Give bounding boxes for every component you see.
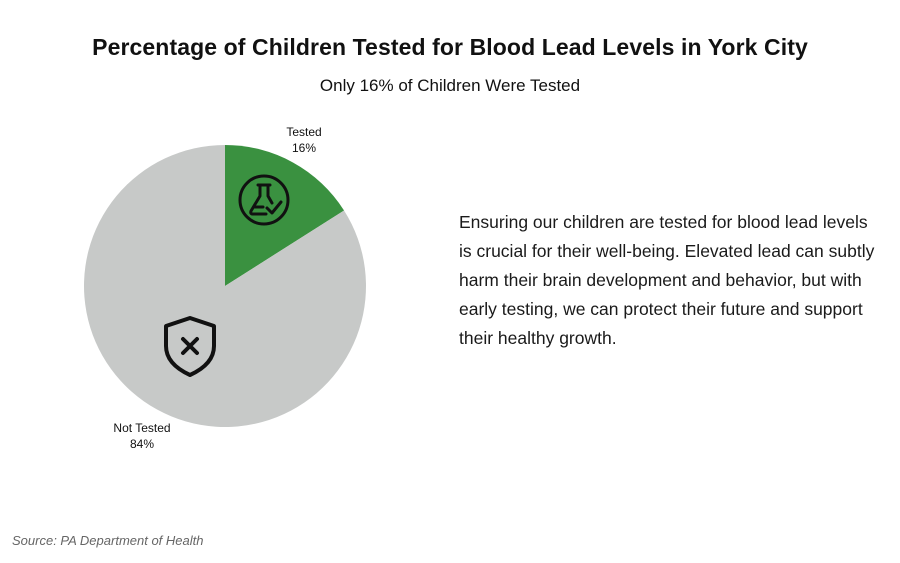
shield-x-icon [164,316,216,377]
slice-label-tested: Tested [286,125,321,139]
pie-slice-tested [225,145,345,286]
pie-slice-not-tested [83,145,366,428]
slice-value-tested: 16% [292,141,316,155]
chart-description: Ensuring our children are tested for blo… [459,212,875,348]
chart-subtitle: Only 16% of Children Were Tested [319,76,581,95]
flask-check-icon [238,174,290,226]
chart-title: Percentage of Children Tested for Blood … [92,34,808,60]
slice-label-not-tested: Not Tested [113,421,170,435]
pie-chart: Tested 16% Not Tested 84% [83,125,366,451]
slice-value-not-tested: 84% [130,437,154,451]
source-note: Source: PA Department of Health [12,533,204,548]
